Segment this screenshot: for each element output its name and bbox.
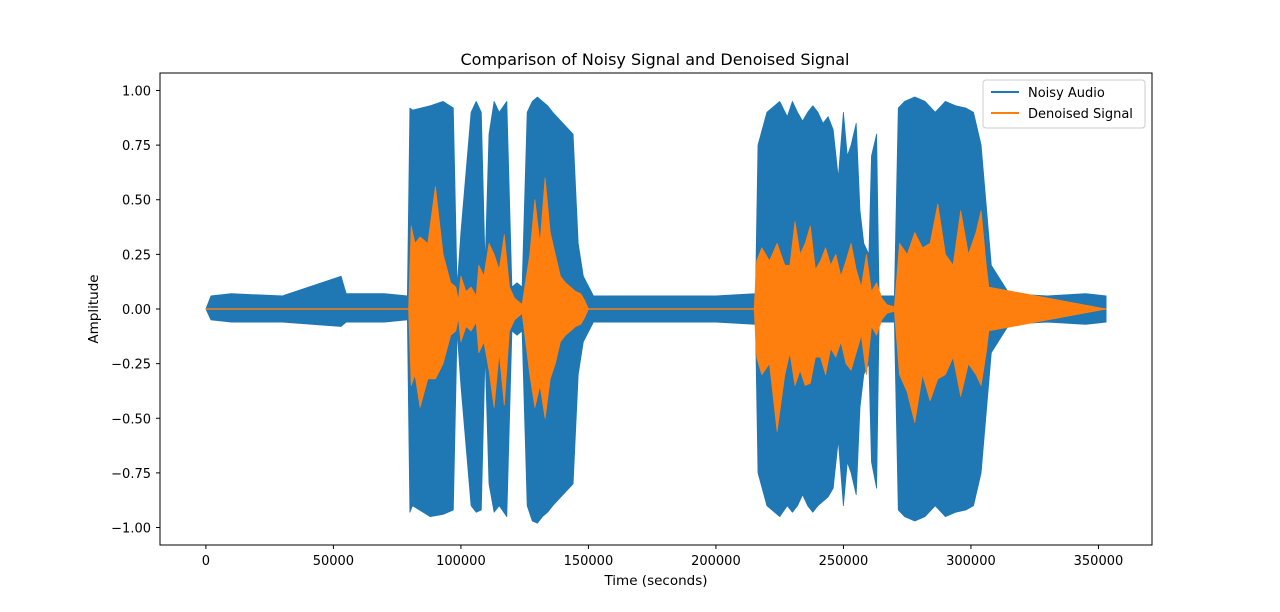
x-tick-label: 50000 [313,554,354,569]
x-axis-label: Time (seconds) [603,573,707,589]
x-tick-label: 200000 [691,554,741,569]
y-axis-label: Amplitude [86,274,102,343]
x-tick-label: 0 [202,554,210,569]
series-denoised-signal [205,177,1107,432]
chart-title: Comparison of Noisy Signal and Denoised … [460,50,849,69]
x-axis: 0 50000 100000 150000 200000 250000 300000 3500… [202,545,1124,569]
y-tick-label: −1.00 [111,522,151,537]
legend-box [982,79,1146,129]
x-tick-label: 350000 [1074,554,1124,569]
legend-label: Noisy Audio [1028,86,1105,101]
y-tick-label: 0.25 [122,248,151,263]
y-tick-label: 1.00 [122,84,151,99]
y-tick-label: −0.50 [111,412,151,427]
x-tick-label: 100000 [436,554,486,569]
y-tick-label: −0.25 [111,358,151,373]
y-tick-label: 0.00 [122,303,151,318]
legend-label: Denoised Signal [1028,107,1133,122]
x-tick-label: 250000 [819,554,869,569]
series-layer [205,96,1107,524]
x-tick-label: 150000 [564,554,614,569]
x-tick-label: 300000 [946,554,996,569]
y-tick-label: 0.75 [122,139,151,154]
legend: Noisy Audio Denoised Signal [982,79,1146,129]
y-tick-label: −0.75 [111,467,151,482]
y-tick-label: 0.50 [122,194,151,209]
y-axis: 1.00 0.75 0.50 0.25 0.00 −0.25 −0.50 −0.75 −1.00 [111,84,160,537]
